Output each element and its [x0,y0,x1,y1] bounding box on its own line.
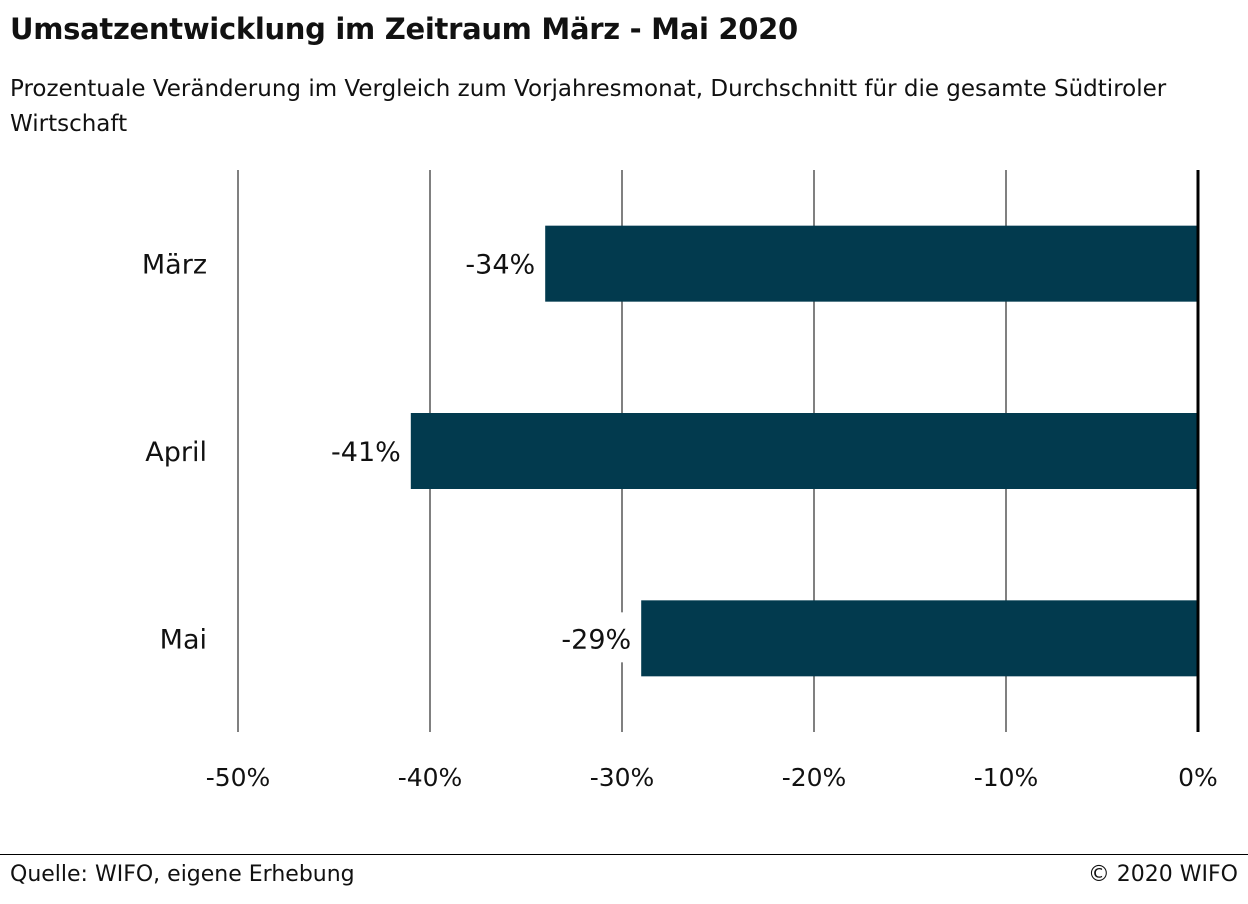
data-label-background [557,612,636,663]
x-tick-label: 0% [1178,763,1218,792]
data-label: -34% [465,250,535,281]
bar [545,225,1198,302]
data-label-background [326,425,405,475]
category-label: März [142,250,207,281]
x-tick-label: -20% [782,763,847,792]
chart-subtitle: Prozentuale Veränderung im Vergleich zum… [10,76,1167,137]
x-tick-label: -10% [974,763,1039,792]
source-note: Quelle: WIFO, eigene Erhebung [10,862,355,887]
category-label: Mai [160,624,207,655]
bar [641,600,1198,677]
chart-title: Umsatzentwicklung im Zeitraum März - Mai… [10,12,798,46]
data-label-background [461,237,540,288]
data-label: -41% [331,437,401,468]
bar [410,413,1198,489]
x-tick-label: -50% [206,763,271,792]
footer-divider [0,854,1248,855]
bar-chart: -34% März -41% April -29% Mai -50% -40% -30% -20%… [142,170,1218,792]
data-label: -29% [561,624,631,655]
x-tick-label: -30% [590,763,655,792]
x-tick-label: -40% [398,763,463,792]
copyright-note: © 2020 WIFO [1087,862,1238,887]
category-label: April [145,437,207,468]
